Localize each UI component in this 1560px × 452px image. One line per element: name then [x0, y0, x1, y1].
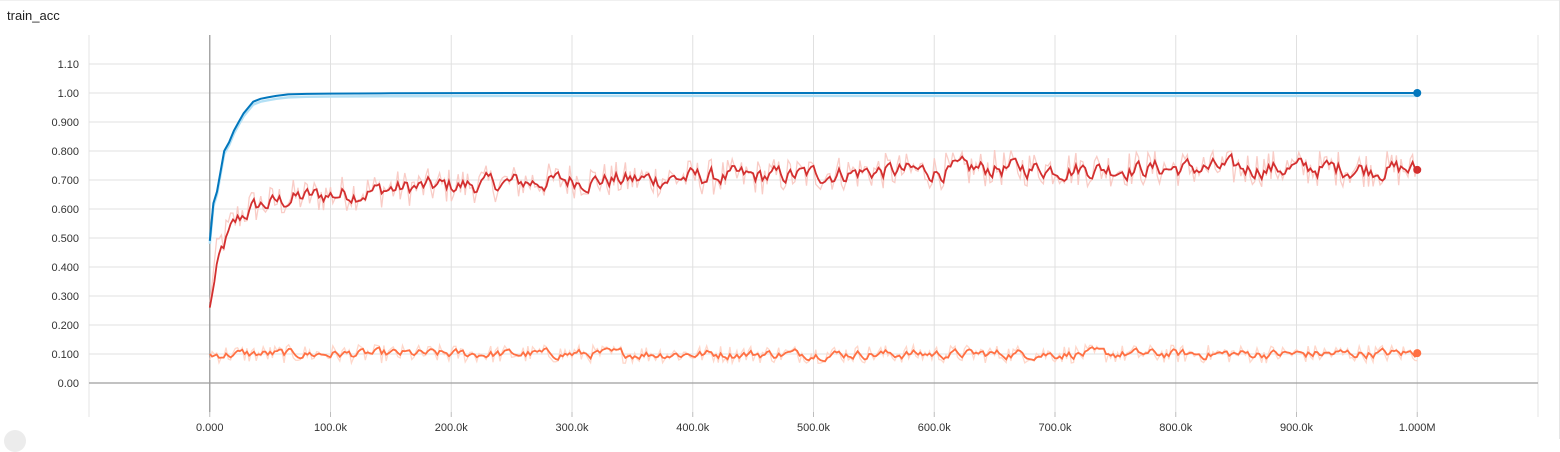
x-tick-label: 100.0k	[314, 422, 348, 434]
y-tick-label: 0.100	[51, 349, 79, 361]
y-tick-label: 0.400	[51, 262, 79, 274]
x-tick-label: 1.000M	[1399, 422, 1436, 434]
x-tick-label: 500.0k	[797, 422, 831, 434]
x-tick-label: 300.0k	[555, 422, 589, 434]
y-tick-label: 1.10	[58, 59, 79, 71]
chart-plot[interactable]: 0.000 100.0k 200.0k 300.0k 400.0k 500.0k 600.0…	[0, 0, 1560, 439]
series-line[interactable]	[209, 346, 1419, 363]
y-tick-label: 0.300	[51, 291, 79, 303]
series-line[interactable]	[208, 152, 1418, 308]
y-tick-label: 0.700	[51, 175, 79, 187]
series-end-marker[interactable]	[1413, 89, 1422, 97]
expand-button[interactable]	[4, 430, 26, 452]
y-tick-label: 0.900	[51, 117, 79, 129]
y-tick-label: 1.00	[58, 88, 79, 100]
x-tick-label: 800.0k	[1159, 422, 1193, 434]
y-tick-label: 0.00	[58, 378, 79, 390]
x-tick-label: 700.0k	[1038, 422, 1072, 434]
series-end-marker[interactable]	[1413, 165, 1422, 174]
y-tick-label: 0.800	[51, 146, 79, 158]
x-tick-label: 0.000	[196, 422, 224, 434]
series-line[interactable]	[208, 92, 1418, 241]
x-tick-label: 600.0k	[918, 422, 952, 434]
x-tick-label: 900.0k	[1280, 422, 1314, 434]
card-top-border	[0, 0, 1560, 1]
x-tick-label: 200.0k	[435, 422, 469, 434]
chart-title: train_acc	[7, 8, 60, 23]
y-tick-label: 0.600	[51, 204, 79, 216]
y-tick-label: 0.200	[51, 320, 79, 332]
series-end-marker[interactable]	[1413, 349, 1422, 358]
y-tick-label: 0.500	[51, 233, 79, 245]
x-tick-label: 400.0k	[676, 422, 710, 434]
